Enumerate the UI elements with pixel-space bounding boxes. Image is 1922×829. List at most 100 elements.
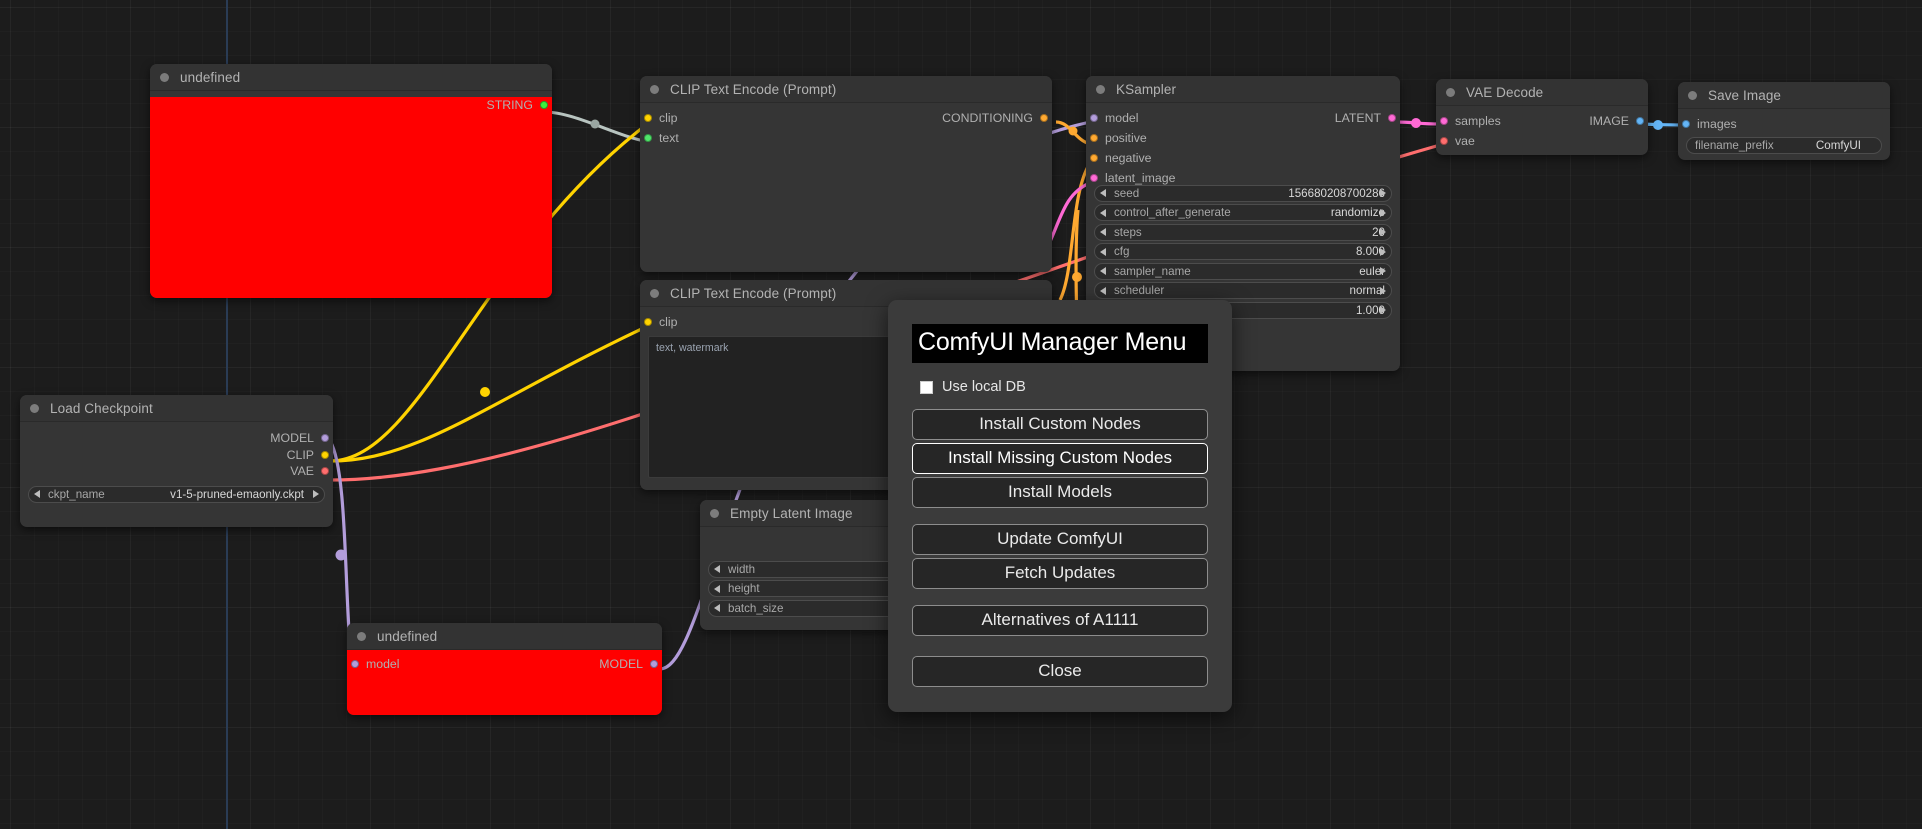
widget-seed[interactable]: seed 156680208700286 [1094, 184, 1392, 202]
collapse-dot-icon[interactable] [710, 508, 719, 518]
node-title-bar[interactable]: KSampler [1086, 76, 1400, 103]
node-title-bar[interactable]: VAE Decode [1436, 79, 1648, 106]
decrement-arrow-icon[interactable] [1100, 286, 1106, 295]
decrement-arrow-icon[interactable] [1100, 208, 1106, 217]
collapse-dot-icon[interactable] [357, 631, 366, 641]
input-dot-clip[interactable] [644, 114, 652, 123]
output-dot-latent[interactable] [1388, 114, 1396, 123]
output-slot-image[interactable]: IMAGE [1508, 113, 1648, 130]
input-dot-images[interactable] [1682, 120, 1690, 129]
node-title-bar[interactable]: CLIP Text Encode (Prompt) [640, 76, 1052, 103]
widget-value[interactable]: v1-5-pruned-emaonly.ckpt [170, 487, 304, 501]
input-slot-images[interactable]: images [1678, 116, 1890, 133]
node-vae-decode[interactable]: VAE Decode samples vae IMAGE [1436, 79, 1648, 155]
widget-filename-prefix[interactable]: filename_prefix ComfyUI [1686, 136, 1882, 154]
use-local-db-row[interactable]: Use local DB [920, 379, 1208, 395]
input-slot-model[interactable]: model [1086, 110, 1266, 127]
collapse-dot-icon[interactable] [160, 72, 169, 82]
install-missing-custom-nodes-button[interactable]: Install Missing Custom Nodes [912, 443, 1208, 474]
collapse-dot-icon[interactable] [1688, 90, 1697, 100]
input-dot-clip[interactable] [644, 318, 652, 327]
input-slot-samples[interactable]: samples [1436, 113, 1556, 130]
collapse-dot-icon[interactable] [650, 288, 659, 298]
increment-arrow-icon[interactable] [313, 490, 319, 498]
output-dot-conditioning[interactable] [1040, 114, 1048, 123]
widget-value[interactable]: euler [1359, 264, 1385, 278]
decrement-arrow-icon[interactable] [714, 604, 720, 612]
output-slot-clip[interactable]: CLIP [20, 447, 333, 464]
node-undefined-string[interactable]: undefined STRING [150, 64, 552, 298]
input-slot-clip[interactable]: clip [640, 314, 1052, 331]
output-dot-image[interactable] [1636, 117, 1644, 126]
alternatives-of-a1111-button[interactable]: Alternatives of A1111 [912, 605, 1208, 636]
widget-value[interactable]: normal [1349, 284, 1385, 297]
input-dot-model[interactable] [351, 660, 359, 669]
widget-value[interactable]: 156680208700286 [1288, 186, 1385, 200]
input-dot-vae[interactable] [1440, 137, 1448, 146]
decrement-arrow-icon[interactable] [1100, 247, 1106, 256]
widget-control-after-generate[interactable]: control_after_generate randomize [1094, 204, 1392, 221]
widget-value[interactable]: 1.000 [1355, 303, 1385, 317]
update-comfyui-button[interactable]: Update ComfyUI [912, 524, 1208, 555]
node-title-bar[interactable]: undefined [150, 64, 552, 91]
decrement-arrow-icon[interactable] [34, 490, 40, 498]
widget-scheduler[interactable]: scheduler normal [1094, 282, 1392, 299]
output-slot-latent[interactable]: LATENT [1220, 110, 1400, 127]
node-save-image[interactable]: Save Image images filename_prefix ComfyU… [1678, 82, 1890, 160]
input-dot-model[interactable] [1090, 114, 1098, 123]
increment-arrow-icon[interactable] [1380, 228, 1386, 236]
input-dot-latent-image[interactable] [1090, 174, 1098, 183]
input-slot-model[interactable]: model [347, 656, 487, 673]
output-slot-model[interactable]: MODEL [502, 656, 662, 673]
input-dot-samples[interactable] [1440, 117, 1448, 126]
node-title-bar[interactable]: Save Image [1678, 82, 1890, 109]
output-dot-model[interactable] [321, 434, 329, 443]
input-dot-text[interactable] [644, 134, 652, 143]
widget-value[interactable]: randomize [1330, 206, 1385, 219]
input-slot-latent-image[interactable]: latent_image [1086, 170, 1266, 187]
install-models-button[interactable]: Install Models [912, 477, 1208, 508]
decrement-arrow-icon[interactable] [714, 565, 720, 573]
fetch-updates-button[interactable]: Fetch Updates [912, 558, 1208, 589]
input-slot-text[interactable]: text [640, 130, 840, 147]
output-dot-clip[interactable] [321, 450, 329, 459]
decrement-arrow-icon[interactable] [1100, 267, 1106, 275]
increment-arrow-icon[interactable] [1380, 286, 1386, 295]
output-slot-string[interactable]: STRING [150, 97, 552, 114]
input-slot-negative[interactable]: negative [1086, 150, 1266, 167]
output-slot-conditioning[interactable]: CONDITIONING [812, 110, 1052, 127]
input-dot-negative[interactable] [1090, 154, 1098, 163]
install-custom-nodes-button[interactable]: Install Custom Nodes [912, 409, 1208, 440]
increment-arrow-icon[interactable] [1380, 189, 1386, 197]
decrement-arrow-icon[interactable] [714, 584, 720, 593]
input-slot-clip[interactable]: clip [640, 110, 840, 127]
input-slot-vae[interactable]: vae [1436, 133, 1556, 150]
input-slot-positive[interactable]: positive [1086, 130, 1266, 147]
output-dot-model[interactable] [650, 660, 658, 669]
node-load-checkpoint[interactable]: Load Checkpoint MODEL CLIP VAE ckpt_name… [20, 395, 333, 527]
node-clip-text-encode-positive[interactable]: CLIP Text Encode (Prompt) clip text COND… [640, 76, 1052, 272]
increment-arrow-icon[interactable] [1380, 306, 1386, 314]
node-undefined-model[interactable]: undefined model MODEL [347, 623, 662, 715]
increment-arrow-icon[interactable] [1380, 267, 1386, 275]
widget-value[interactable]: 8.000 [1355, 245, 1385, 258]
decrement-arrow-icon[interactable] [1100, 228, 1106, 236]
input-dot-positive[interactable] [1090, 134, 1098, 143]
widget-steps[interactable]: steps 20 [1094, 223, 1392, 241]
comfyui-manager-menu-dialog[interactable]: ComfyUI Manager Menu Use local DB Instal… [888, 300, 1232, 712]
collapse-dot-icon[interactable] [30, 403, 39, 413]
node-title-bar[interactable]: undefined [347, 623, 662, 650]
collapse-dot-icon[interactable] [650, 84, 659, 94]
output-slot-vae[interactable]: VAE [20, 463, 333, 480]
collapse-dot-icon[interactable] [1446, 87, 1455, 97]
use-local-db-checkbox[interactable] [920, 380, 933, 394]
increment-arrow-icon[interactable] [1380, 247, 1386, 256]
widget-ckpt-name[interactable]: ckpt_name v1-5-pruned-emaonly.ckpt [28, 485, 325, 503]
increment-arrow-icon[interactable] [1380, 208, 1386, 217]
widget-sampler-name[interactable]: sampler_name euler [1094, 262, 1392, 280]
widget-value[interactable]: ComfyUI [1815, 138, 1861, 152]
collapse-dot-icon[interactable] [1096, 84, 1105, 94]
output-dot-vae[interactable] [321, 467, 329, 476]
output-slot-model[interactable]: MODEL [20, 430, 333, 447]
